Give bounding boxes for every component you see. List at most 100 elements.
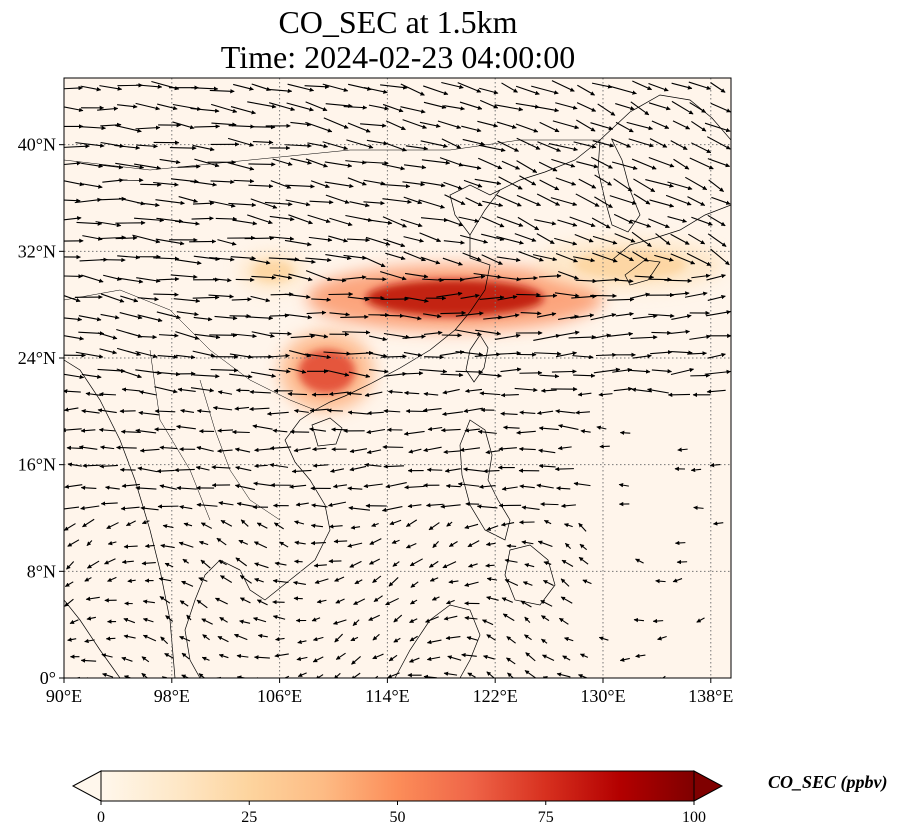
wind-arrow — [177, 164, 201, 169]
wind-arrow — [340, 314, 369, 320]
wind-arrow — [100, 445, 115, 450]
wind-arrow — [141, 561, 156, 566]
wind-arrow — [437, 120, 462, 129]
wind-arrow — [335, 598, 345, 604]
wind-arrow — [617, 251, 634, 262]
wind-arrow — [235, 465, 252, 472]
wind-arrow — [295, 502, 309, 507]
wind-arrow — [305, 257, 332, 263]
wind-arrow — [626, 121, 653, 131]
wind-arrow — [541, 638, 548, 644]
lat-tick-label: 24°N — [18, 348, 56, 368]
wind-arrow — [405, 145, 429, 151]
wind-arrow — [155, 199, 185, 206]
wind-arrow — [135, 102, 161, 111]
wind-arrow — [177, 387, 196, 392]
wind-arrow — [577, 392, 592, 397]
wind-arrow — [114, 144, 141, 150]
wind-arrow — [536, 312, 557, 318]
wind-arrow — [123, 617, 136, 624]
wind-arrow — [560, 578, 570, 587]
wind-arrow — [388, 654, 398, 662]
wind-arrow — [556, 486, 571, 491]
wind-arrow — [420, 256, 441, 265]
wind-arrow — [159, 484, 177, 490]
wind-arrow — [304, 84, 330, 89]
wind-arrow — [289, 350, 312, 358]
co-plume-core — [365, 279, 544, 317]
wind-arrow — [254, 463, 268, 469]
wind-arrow — [234, 406, 250, 411]
wind-arrow — [196, 408, 211, 414]
wind-arrow — [457, 82, 482, 93]
wind-arrow — [496, 236, 524, 245]
coastline-segment — [64, 599, 121, 678]
wind-arrow — [266, 353, 290, 358]
wind-arrow — [230, 256, 256, 261]
wind-arrow — [210, 179, 235, 185]
wind-arrow — [486, 576, 498, 582]
wind-arrow — [267, 88, 293, 94]
wind-arrow — [210, 368, 239, 373]
wind-arrow — [596, 425, 607, 430]
wind-arrow — [618, 482, 629, 488]
wind-arrow — [335, 652, 346, 660]
wind-arrow — [382, 103, 404, 113]
wind-arrow — [558, 423, 579, 430]
wind-arrow — [383, 332, 411, 340]
wind-arrow — [284, 313, 313, 320]
wind-arrow — [476, 504, 498, 509]
wind-arrow — [81, 162, 103, 169]
wind-arrow — [366, 139, 388, 146]
wind-arrow — [591, 82, 613, 89]
wind-arrow — [499, 351, 522, 356]
wind-arrow — [464, 581, 479, 587]
wind-arrow — [446, 599, 455, 605]
wind-arrow — [670, 329, 691, 334]
wind-arrow — [249, 258, 271, 265]
wind-arrow — [691, 142, 712, 154]
wind-arrow — [463, 467, 484, 472]
wind-arrow — [247, 101, 277, 109]
wind-arrow — [105, 485, 120, 490]
wind-arrow — [408, 448, 422, 454]
wind-arrow — [363, 200, 385, 206]
wind-arrow — [332, 484, 347, 489]
wind-arrow — [419, 232, 442, 242]
wind-arrow — [615, 103, 635, 111]
wind-arrow — [440, 504, 461, 509]
wind-arrow — [290, 121, 312, 127]
wind-arrow — [708, 179, 724, 193]
wind-arrow — [296, 656, 308, 661]
wind-arrow — [64, 216, 82, 221]
wind-arrow — [218, 653, 229, 659]
wind-arrow — [551, 369, 577, 374]
wind-arrow — [436, 291, 463, 298]
wind-arrow — [284, 293, 311, 300]
wind-arrow — [81, 409, 100, 414]
colorbar-label: CO_SEC (ppbv) — [768, 772, 888, 792]
wind-arrow — [233, 178, 255, 184]
wind-arrow — [671, 314, 692, 320]
wind-arrow — [159, 595, 171, 604]
coastline-segment — [465, 334, 489, 383]
wind-arrow — [310, 180, 330, 189]
wind-arrow — [444, 194, 466, 206]
wind-arrow — [619, 657, 630, 662]
wind-arrow — [691, 216, 713, 226]
wind-arrow — [537, 540, 553, 548]
wind-arrow — [517, 216, 540, 231]
wind-arrow — [372, 633, 380, 641]
wind-arrow — [419, 121, 441, 128]
wind-arrow — [139, 390, 157, 396]
wind-arrow — [198, 540, 209, 546]
wind-arrow — [670, 233, 690, 245]
wind-arrow — [445, 483, 461, 489]
wind-arrow — [443, 181, 463, 190]
wind-arrow — [686, 252, 712, 267]
wind-arrow — [558, 271, 579, 280]
wind-arrow — [455, 369, 484, 375]
wind-arrow — [577, 84, 595, 96]
wind-arrow — [324, 181, 354, 189]
wind-arrow — [309, 408, 329, 413]
